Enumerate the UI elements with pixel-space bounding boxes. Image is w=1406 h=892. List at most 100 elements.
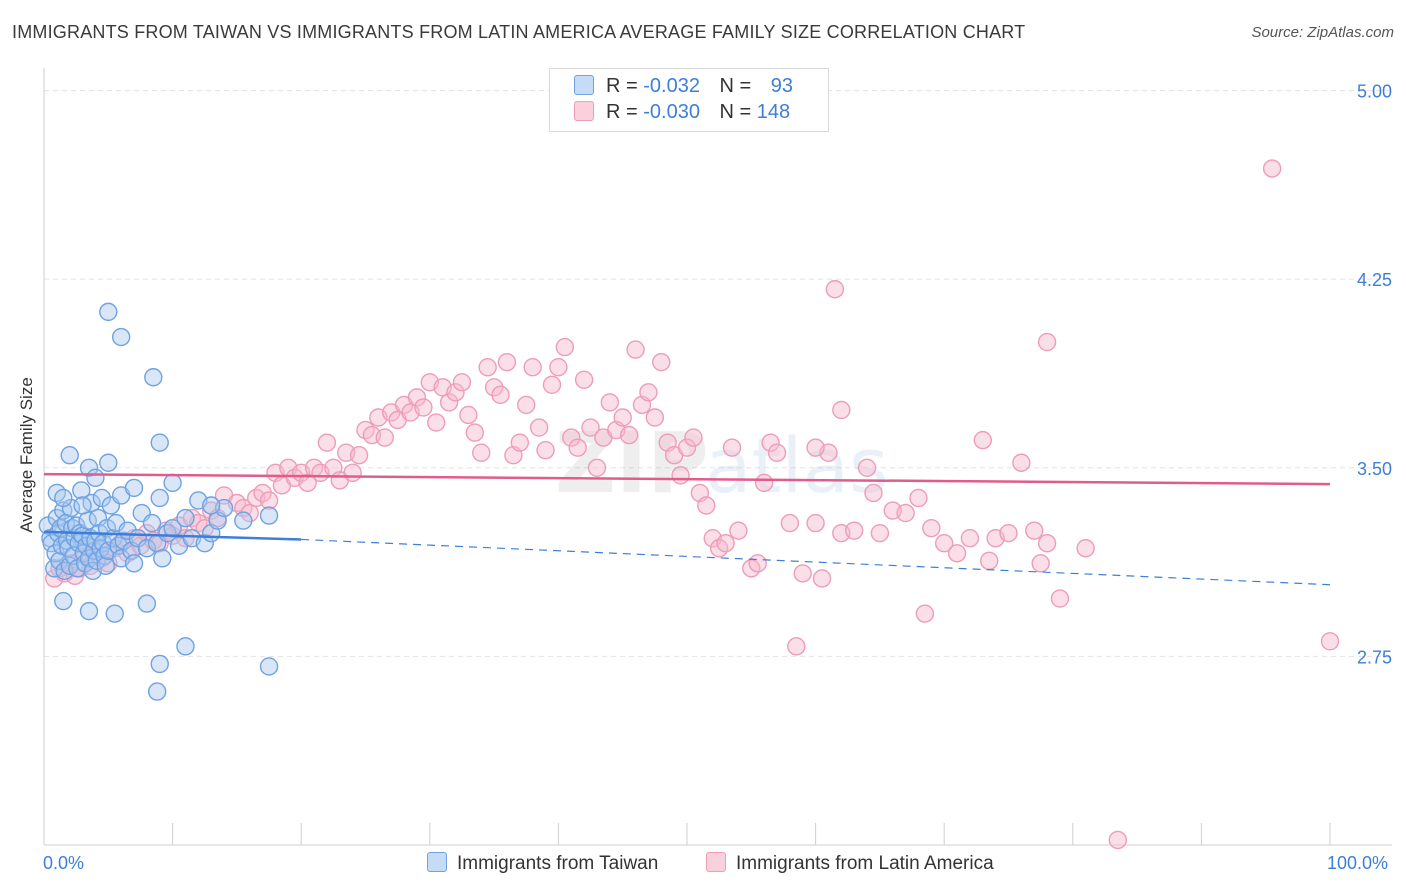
point-latin-america [761, 433, 780, 452]
point-latin-america [722, 438, 742, 457]
point-taiwan [195, 534, 214, 553]
point-latin-america [1012, 453, 1031, 472]
point-taiwan [79, 601, 99, 621]
point-taiwan [54, 591, 73, 611]
legend-swatch-latin [706, 851, 726, 872]
point-taiwan [73, 496, 92, 515]
point-latin-america [549, 357, 568, 377]
point-latin-america [806, 513, 825, 533]
point-taiwan [60, 446, 79, 465]
point-latin-america [600, 393, 620, 412]
point-latin-america [459, 405, 478, 425]
axes [43, 68, 1392, 846]
point-latin-america [478, 357, 497, 377]
watermark-atlas: atlas [705, 421, 889, 510]
trend-line-taiwan-extension [301, 538, 1331, 586]
point-latin-america [870, 523, 890, 543]
point-latin-america [922, 518, 941, 538]
point-latin-america [510, 433, 530, 452]
point-taiwan [158, 523, 177, 543]
legend-item-taiwan[interactable]: Immigrants from Taiwan [427, 851, 658, 875]
point-latin-america [812, 569, 832, 588]
point-taiwan [96, 556, 115, 576]
y-tick-labels: 2.75 3.50 4.25 5.00 [1357, 82, 1392, 668]
point-latin-america [1037, 534, 1057, 553]
series-legend: Immigrants from Taiwan Immigrants from L… [0, 850, 1406, 880]
point-latin-america [1037, 332, 1057, 352]
legend-item-latin[interactable]: Immigrants from Latin America [706, 851, 994, 875]
point-latin-america [439, 393, 459, 412]
chart-title: IMMIGRANTS FROM TAIWAN VS IMMIGRANTS FRO… [12, 22, 1026, 42]
point-taiwan [137, 594, 157, 613]
legend-n-value: 93 [770, 75, 794, 97]
point-taiwan [124, 554, 144, 573]
legend-label-latin: Immigrants from Latin America [736, 853, 994, 874]
point-latin-america [857, 458, 877, 477]
legend-swatch-latin [574, 100, 594, 121]
point-latin-america [973, 430, 992, 450]
point-latin-america [787, 637, 806, 656]
gridlines [44, 90, 1392, 657]
point-latin-america [568, 438, 587, 457]
point-latin-america [317, 433, 337, 452]
point-latin-america [980, 551, 999, 571]
series-latin-america [45, 159, 1340, 850]
legend-n-value: 148 [756, 101, 791, 123]
point-taiwan [72, 481, 91, 500]
trend-lines [43, 472, 1331, 586]
source-label: Source: ZipAtlas.com [1251, 24, 1394, 41]
point-latin-america [414, 398, 433, 417]
point-latin-america [645, 408, 665, 427]
point-latin-america [1031, 554, 1050, 573]
point-taiwan [259, 506, 279, 525]
point-latin-america [407, 388, 427, 407]
x-tick-label-min: 0.0% [43, 853, 85, 873]
y-tick-label: 2.75 [1357, 647, 1392, 667]
point-latin-america [864, 483, 883, 503]
legend-swatch-taiwan [574, 74, 594, 95]
point-latin-america [1025, 521, 1044, 540]
point-latin-america [555, 337, 575, 357]
point-latin-america [562, 428, 581, 447]
legend-swatch-taiwan [427, 851, 447, 872]
point-latin-america [729, 521, 748, 540]
point-latin-america [427, 413, 446, 432]
point-latin-america [896, 503, 915, 523]
legend-n-label: N = [719, 101, 752, 123]
legend-r-value: -0.032 [643, 75, 700, 97]
y-tick-label: 5.00 [1357, 82, 1392, 102]
y-axis-label: Average Family Size [17, 377, 36, 533]
point-latin-america [832, 400, 851, 420]
point-latin-america [915, 604, 935, 623]
point-latin-america [767, 443, 787, 462]
series-taiwan [38, 302, 279, 701]
point-latin-america [542, 375, 562, 394]
x-tick-label-max: 100.0% [1327, 853, 1389, 873]
legend-r-label: R = [606, 101, 638, 123]
point-taiwan [144, 368, 163, 387]
point-latin-america [960, 529, 980, 548]
point-taiwan [147, 682, 167, 701]
trend-line-taiwan [43, 530, 302, 541]
point-latin-america [465, 423, 485, 442]
legend-row-latin: R = -0.030 N = 148 [574, 100, 791, 129]
point-taiwan [150, 488, 169, 508]
point-taiwan [142, 513, 162, 533]
point-latin-america [1320, 632, 1340, 651]
point-taiwan [234, 511, 253, 530]
point-latin-america [754, 473, 774, 493]
point-latin-america [1262, 159, 1282, 178]
watermark: ZIP atlas [555, 414, 889, 512]
point-latin-america [446, 383, 465, 402]
y-tick-label: 4.25 [1357, 270, 1392, 290]
point-latin-america [343, 463, 362, 483]
point-taiwan [201, 496, 221, 515]
point-latin-america [497, 352, 517, 372]
point-latin-america [581, 418, 600, 437]
point-taiwan [79, 458, 99, 477]
point-taiwan [50, 551, 69, 571]
point-taiwan [259, 657, 279, 676]
point-latin-america [613, 408, 632, 427]
point-latin-america [574, 370, 594, 389]
